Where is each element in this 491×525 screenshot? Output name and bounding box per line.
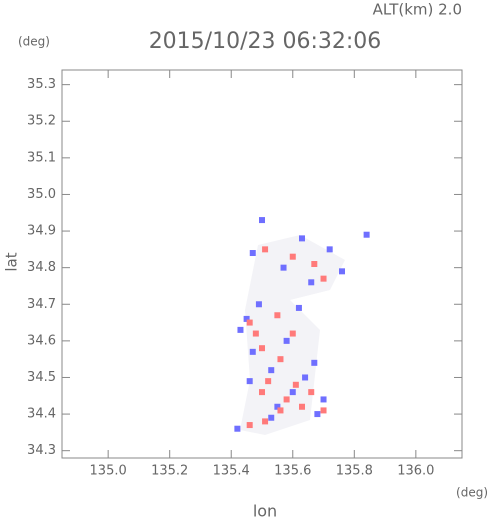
echo-point [259, 217, 265, 224]
echo-point [289, 253, 296, 260]
x-label: lon [253, 502, 277, 521]
echo-point [277, 356, 284, 363]
y-tick-label: 34.5 [27, 370, 56, 385]
echo-point [259, 389, 265, 396]
x-tick-label: 135.8 [336, 464, 373, 479]
echo-point [243, 315, 250, 322]
y-tick-label: 35.0 [27, 187, 56, 202]
y-tick-label: 35.2 [27, 114, 56, 129]
x-tick-label: 135.0 [90, 464, 127, 479]
echo-point [252, 330, 259, 337]
echo-point [268, 414, 275, 421]
echo-point [237, 326, 244, 333]
echo-point [283, 337, 290, 344]
echo-point [320, 407, 327, 414]
echo-point [289, 330, 296, 337]
echo-point [308, 389, 315, 396]
echo-point [274, 312, 281, 319]
y-tick-label: 34.7 [27, 297, 56, 312]
echo-point [249, 250, 256, 257]
echo-point [299, 403, 305, 410]
y-tick-label: 34.9 [27, 224, 56, 239]
x-tick-label: 135.6 [274, 464, 311, 479]
echo-point [311, 261, 318, 267]
echo-point [339, 268, 345, 275]
echo-point [280, 264, 287, 271]
chart-title: 2015/10/23 06:32:06 [149, 29, 382, 54]
echo-point [246, 422, 253, 429]
echo-point [311, 359, 318, 366]
x-tick-label: 135.2 [151, 464, 188, 479]
x-unit: (deg) [456, 486, 488, 500]
echo-point [234, 425, 241, 432]
annotation: ALT(km) 2.0 [373, 1, 462, 19]
echo-point [292, 381, 299, 388]
echo-point [314, 411, 321, 418]
y-label: lat [3, 252, 21, 271]
echo-point [277, 407, 284, 414]
echo-point [265, 378, 272, 385]
echo-point [262, 418, 269, 425]
y-tick-label: 35.1 [27, 150, 56, 165]
y-tick-label: 35.3 [27, 77, 56, 92]
y-unit: (deg) [18, 35, 50, 49]
x-tick-label: 135.4 [213, 464, 250, 479]
echo-point [246, 319, 253, 326]
echo-point [274, 403, 281, 410]
echo-point [308, 279, 315, 286]
echo-point [302, 374, 309, 381]
y-tick-label: 34.3 [27, 443, 56, 458]
echo-point [262, 246, 269, 253]
echo-point [326, 246, 333, 253]
echo-point [289, 389, 296, 396]
echo-point [249, 348, 256, 355]
y-tick-label: 34.4 [27, 407, 56, 422]
echo-point [363, 231, 370, 238]
echo-point [320, 396, 327, 403]
echo-point [268, 367, 275, 374]
echo-point [295, 304, 302, 311]
y-tick-label: 34.8 [27, 260, 56, 275]
echo-point [283, 396, 290, 403]
y-tick-label: 34.6 [27, 333, 56, 348]
echo-point [255, 301, 262, 308]
echo-point [246, 378, 253, 385]
plot-frame [61, 69, 463, 459]
echo-point [320, 275, 327, 282]
echo-point [299, 235, 305, 242]
x-tick-label: 136.0 [397, 464, 434, 479]
echo-point [259, 345, 265, 352]
